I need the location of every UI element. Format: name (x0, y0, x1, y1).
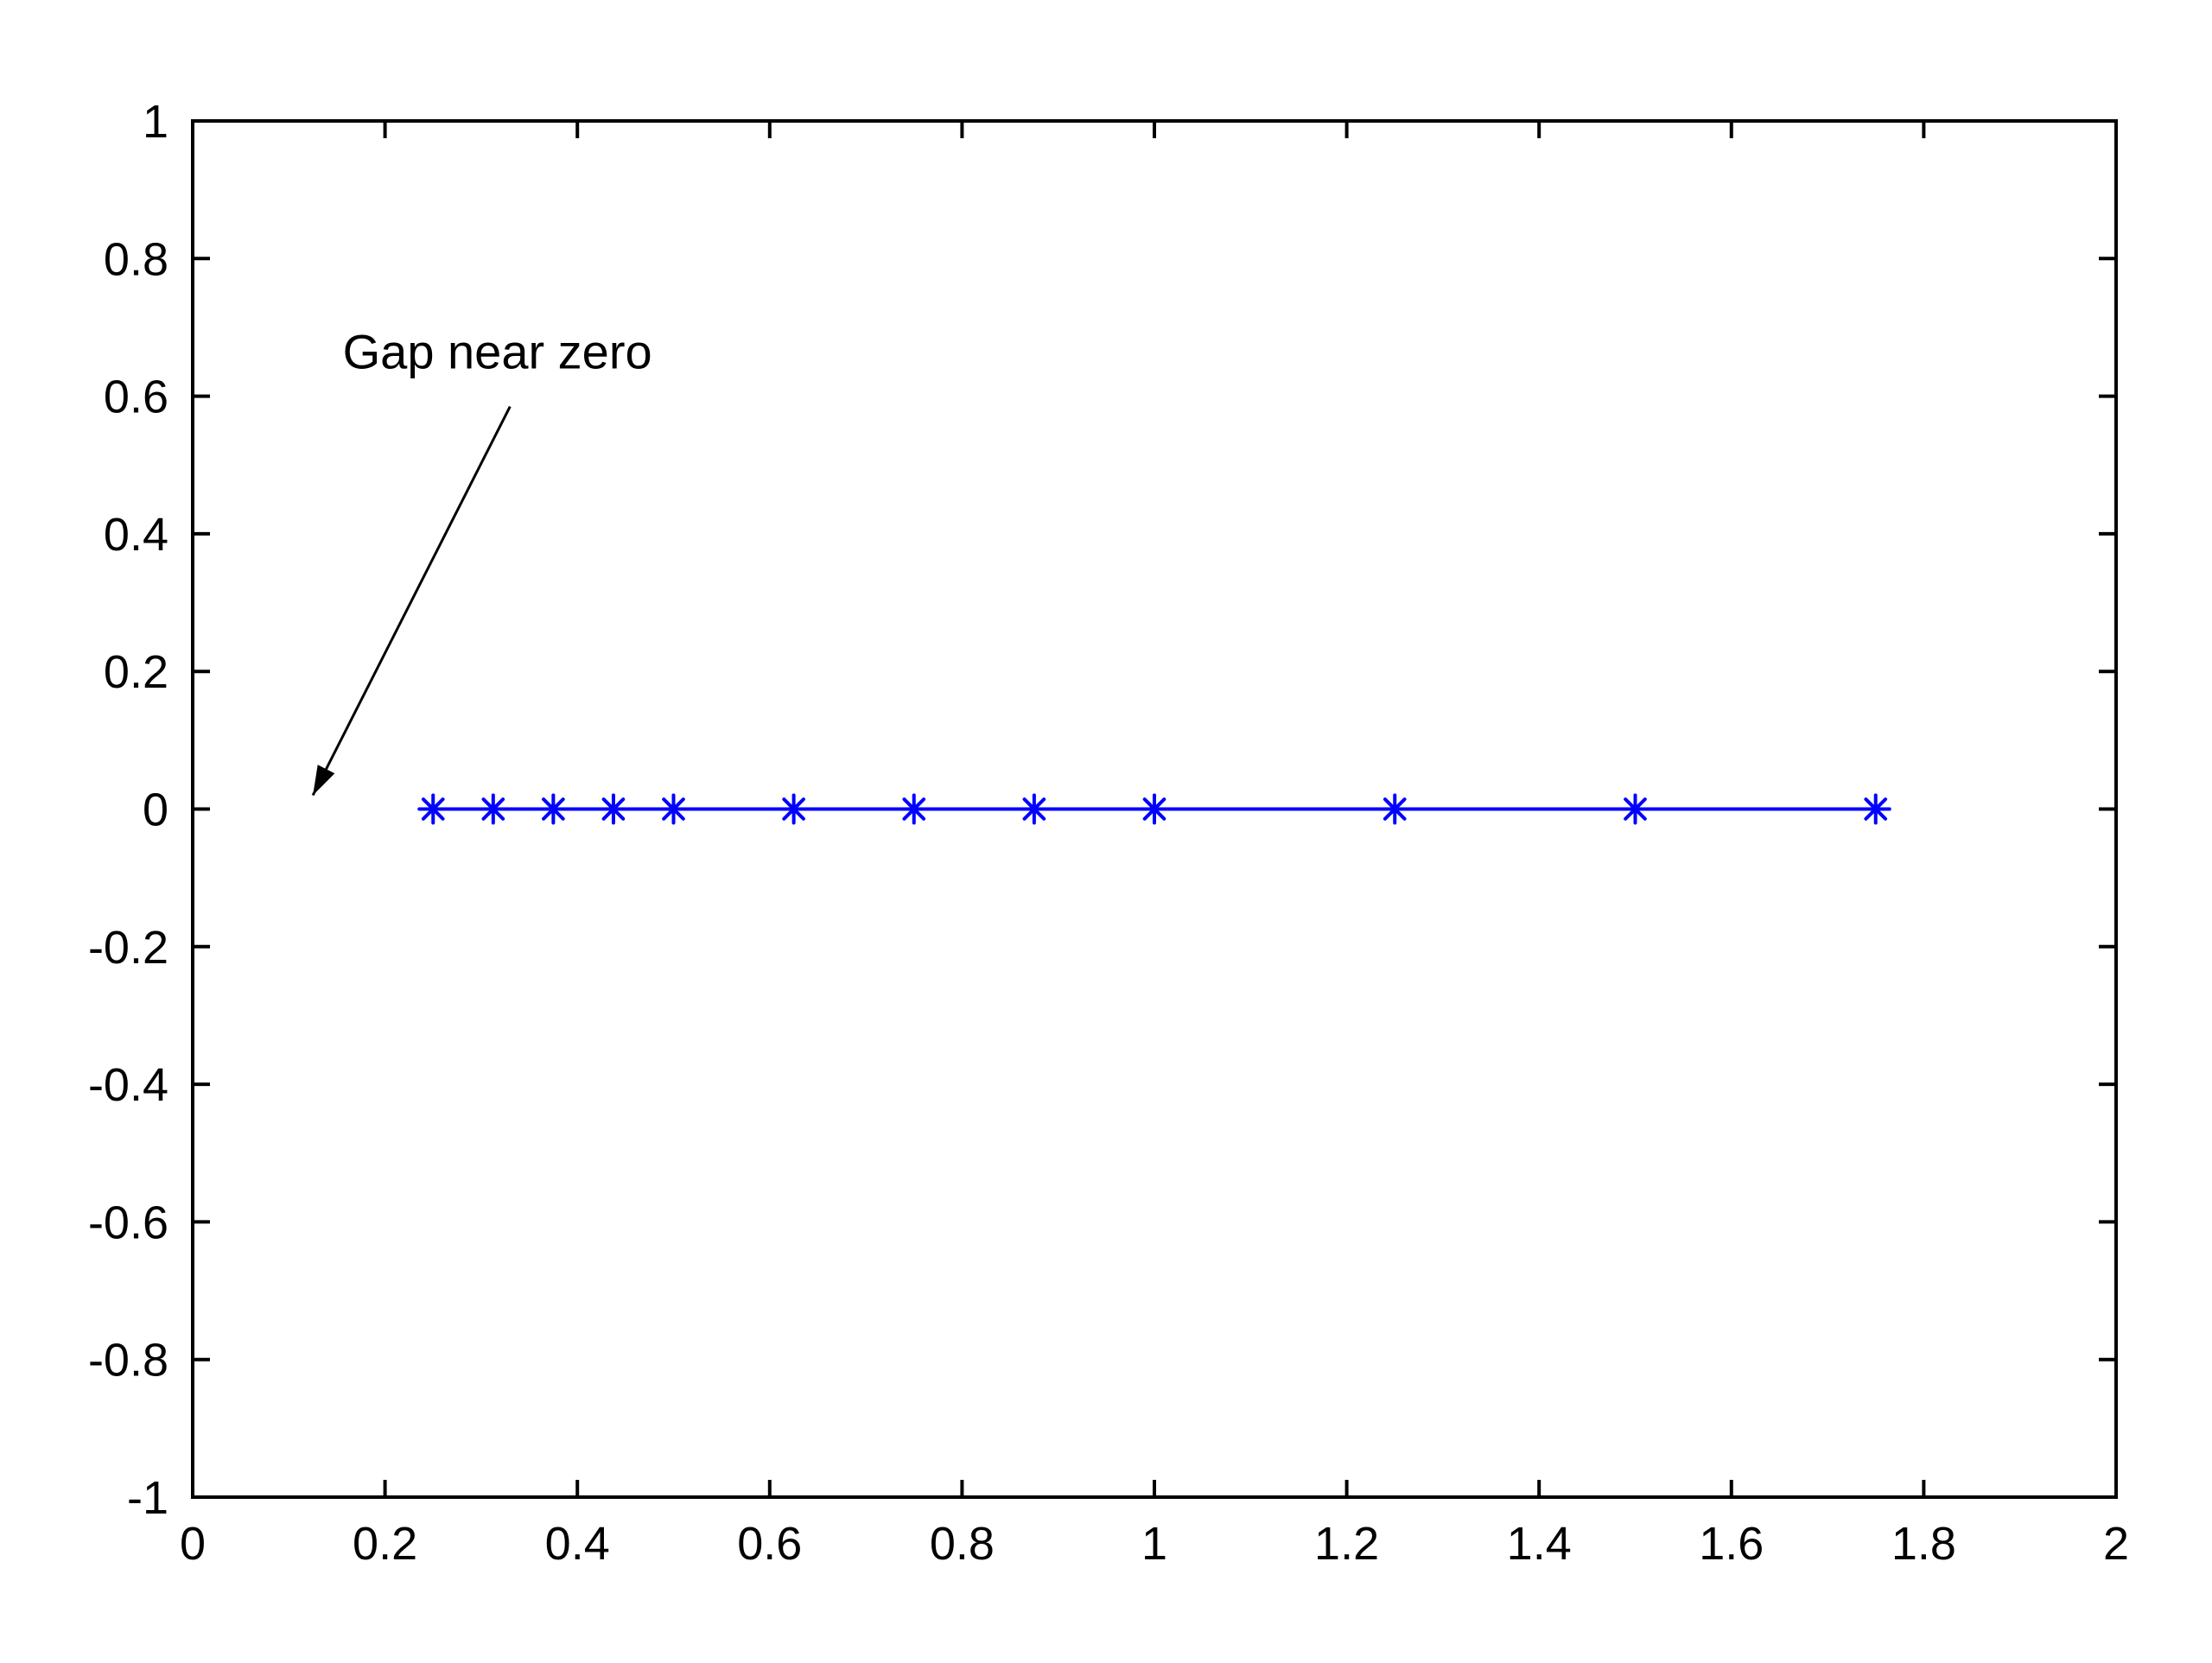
y-tick-label: -0.6 (88, 1196, 168, 1248)
y-tick-label: 0 (143, 784, 168, 836)
y-tick-label: -0.4 (88, 1059, 168, 1111)
y-tick-label: 0.8 (104, 233, 168, 285)
y-tick-label: 1 (143, 96, 168, 148)
asterisk-marker (778, 793, 810, 825)
x-tick-label: 1.6 (1699, 1518, 1764, 1570)
x-tick-label: 1.4 (1507, 1518, 1572, 1570)
x-tick-label: 0.6 (737, 1518, 802, 1570)
asterisk-marker (1139, 793, 1170, 825)
asterisk-marker (417, 793, 449, 825)
y-tick-label: -0.8 (88, 1335, 168, 1387)
annotation-arrow-line (311, 405, 512, 797)
y-tick-label: -0.2 (88, 922, 168, 974)
x-tick-label: 0 (180, 1518, 206, 1570)
asterisk-marker (477, 793, 509, 825)
x-tick-label: 1.2 (1314, 1518, 1379, 1570)
annotation-text: Gap near zero (343, 325, 652, 379)
x-tick-label: 1 (1141, 1518, 1167, 1570)
x-tick-label: 0.8 (930, 1518, 995, 1570)
asterisk-marker (1619, 793, 1651, 825)
asterisk-marker (597, 793, 629, 825)
asterisk-marker (1379, 793, 1411, 825)
x-tick-label: 2 (2103, 1518, 2129, 1570)
y-tick-label: 0.4 (104, 509, 168, 561)
y-tick-label: 0.2 (104, 646, 168, 698)
y-tick-label: -1 (127, 1472, 168, 1524)
asterisk-marker (537, 793, 569, 825)
asterisk-marker (1859, 793, 1891, 825)
annotation-arrowhead (313, 765, 335, 796)
x-tick-label: 0.4 (545, 1518, 610, 1570)
asterisk-marker (898, 793, 930, 825)
asterisk-marker (658, 793, 690, 825)
x-tick-label: 1.8 (1891, 1518, 1956, 1570)
asterisk-marker (1018, 793, 1050, 825)
y-tick-label: 0.6 (104, 371, 168, 423)
x-tick-label: 0.2 (353, 1518, 417, 1570)
